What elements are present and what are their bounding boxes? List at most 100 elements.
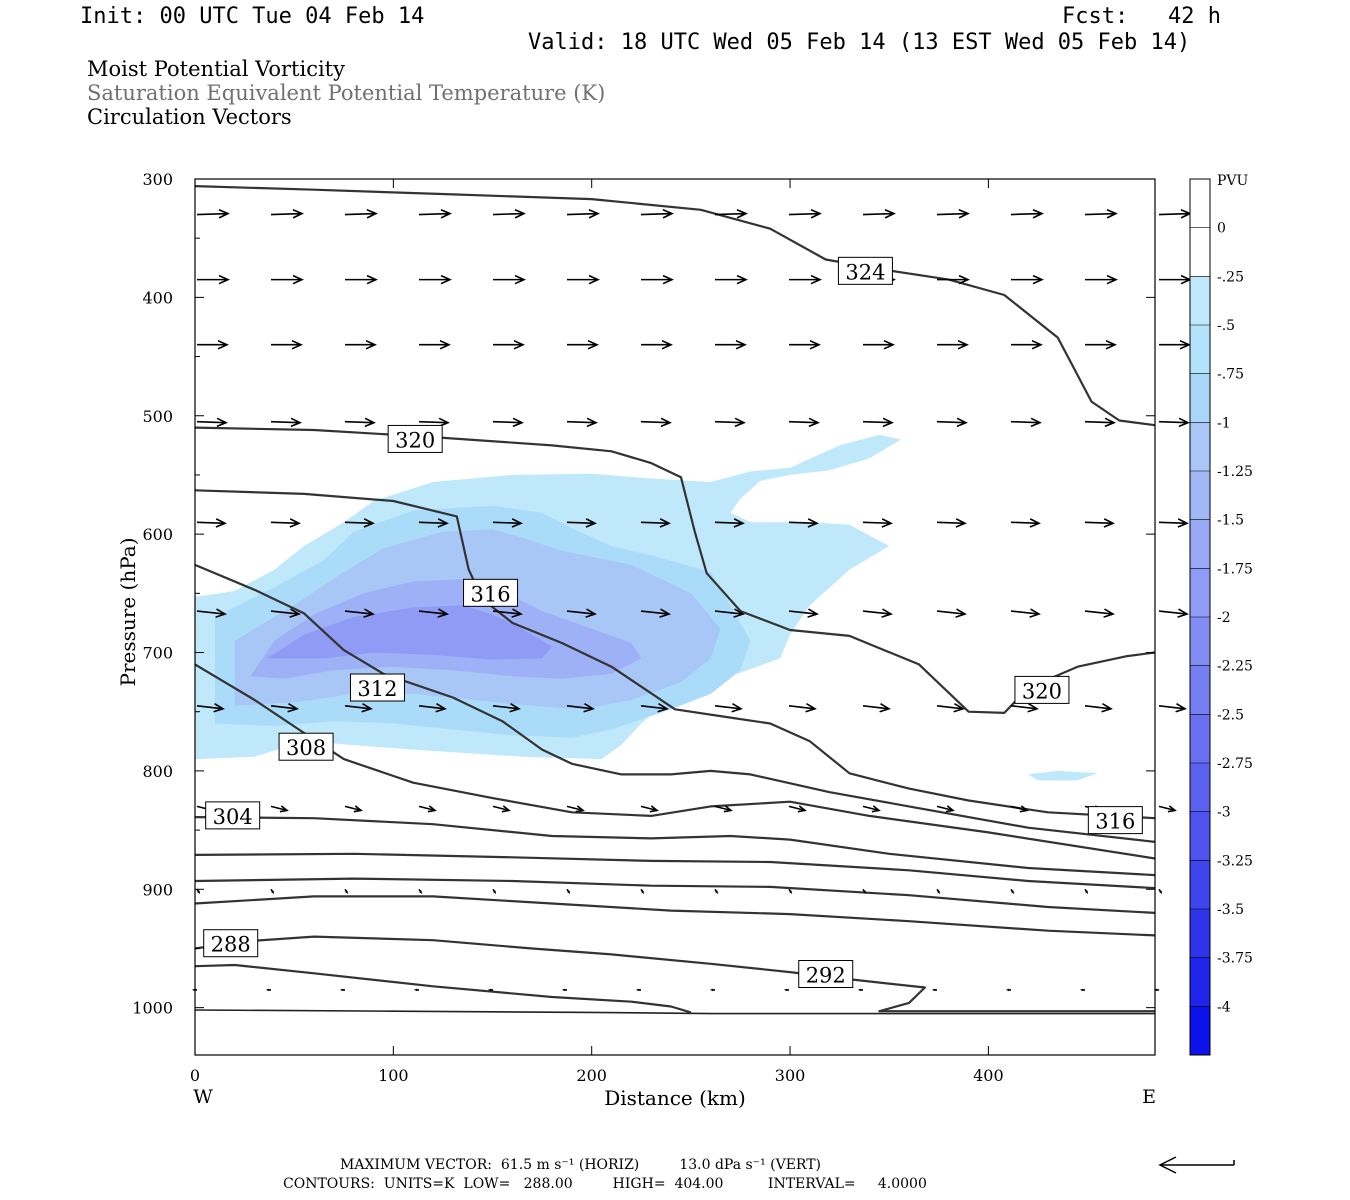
contours-info: CONTOURS: UNITS=K LOW= 288.00 HIGH= 404.… (283, 1176, 927, 1192)
vector-arrow (197, 274, 230, 285)
pv-shade-region-5 (1028, 770, 1098, 781)
colorbar-label: -4 (1217, 999, 1231, 1015)
vector-arrow (196, 703, 225, 713)
vector-arrow (271, 274, 304, 285)
vector-arrow (1010, 703, 1039, 713)
y-tick-label: 400 (142, 288, 173, 307)
vector-arrow (492, 608, 523, 618)
contour-label-box (205, 801, 261, 830)
vector-arrow (788, 608, 819, 618)
theta-es-contour-292-9 (194, 935, 1155, 1013)
contour-label-box (837, 256, 893, 285)
vector-arrow (789, 339, 821, 350)
vector-arrow (788, 888, 793, 894)
contour-label-box (463, 578, 519, 607)
vector-arrow (714, 417, 746, 428)
vector-arrow (936, 417, 968, 428)
field-label-mpv: Moist Potential Vorticity (87, 57, 345, 81)
colorbar-label: -3.25 (1217, 853, 1253, 869)
y-tick-label: 300 (142, 170, 173, 189)
vector-arrow (640, 703, 669, 713)
colorbar-swatch (1190, 909, 1210, 959)
vector-arrow (339, 988, 345, 992)
vector-arrow (492, 417, 524, 428)
vector-arrow (788, 417, 820, 428)
vector-arrow (788, 518, 819, 528)
vector-arrow (344, 805, 363, 813)
vector-arrow (641, 274, 674, 285)
y-tick-label: 900 (142, 880, 173, 899)
vector-arrow (419, 339, 451, 350)
vector-arrow (1010, 518, 1041, 528)
vector-arrow (344, 518, 375, 528)
forecast-hour: Fcst: 42 h (1062, 4, 1221, 29)
vector-arrow (709, 988, 715, 992)
colorbar-swatch (1190, 422, 1210, 472)
vector-arrow (566, 209, 600, 219)
colorbar-label: -1.25 (1217, 464, 1253, 480)
vector-arrow (265, 988, 271, 992)
field-label-thetaes: Saturation Equivalent Potential Temperat… (87, 81, 606, 105)
vector-arrow (418, 608, 449, 618)
vector-arrow (197, 339, 229, 350)
vector-arrow (413, 988, 419, 992)
colorbar-swatch (1190, 276, 1210, 326)
contour-label-316: 316 (1095, 810, 1135, 834)
y-tick-label: 500 (142, 407, 173, 426)
vector-arrow (1010, 209, 1044, 219)
contour-label-box (203, 929, 259, 958)
vector-arrow (345, 339, 377, 350)
vector-arrow (1084, 518, 1115, 528)
theta-es-contour-296-8 (194, 895, 1156, 937)
y-tick-label: 700 (142, 644, 173, 663)
contour-label-308: 308 (286, 736, 326, 760)
vector-arrow (936, 703, 965, 713)
vector-arrow (640, 417, 672, 428)
vector-arrow (418, 209, 452, 219)
theta-es-contour-312-3 (194, 563, 1156, 843)
colorbar-swatch (1190, 860, 1210, 910)
vector-arrow (1158, 888, 1163, 894)
vector-arrow (862, 888, 867, 894)
x-end-label-east: E (1142, 1086, 1156, 1108)
vector-arrow (344, 608, 375, 618)
theta-es-contour-304-5 (194, 816, 1156, 877)
vector-arrow (418, 518, 449, 528)
vector-arrow (714, 518, 745, 528)
vector-arrow (567, 339, 599, 350)
theta-es-contour-300-6 (194, 852, 1156, 890)
colorbar-swatch (1190, 811, 1210, 861)
colorbar-swatch (1190, 325, 1210, 375)
vector-arrow (862, 805, 881, 813)
vector-arrow (566, 608, 597, 618)
theta-es-contour-316-2 (194, 489, 1156, 820)
contour-label-292: 292 (806, 964, 846, 988)
vector-arrow (271, 339, 303, 350)
vector-arrow (1158, 703, 1187, 713)
vector-arrow (1084, 608, 1115, 618)
colorbar-label: -3.5 (1217, 902, 1244, 918)
vector-arrow (936, 805, 955, 813)
vector-arrow (857, 988, 863, 992)
vector-arrow (1010, 417, 1042, 428)
vector-arrow (931, 988, 937, 992)
vector-arrow (1158, 209, 1192, 219)
y-tick-label: 600 (142, 525, 173, 544)
vector-arrow (492, 888, 497, 894)
vector-arrow (345, 274, 378, 285)
vector-arrow (1158, 608, 1189, 618)
contour-label-324: 324 (845, 260, 885, 284)
contour-label-box (349, 673, 405, 702)
contour-label-box (278, 732, 334, 761)
vector-arrow (862, 608, 893, 618)
vector-arrow (566, 888, 571, 894)
contour-label-box (1087, 806, 1143, 835)
vector-arrow (715, 339, 747, 350)
contour-label-box (387, 424, 443, 453)
x-tick-label: 400 (973, 1066, 1004, 1085)
vector-arrow (1011, 339, 1043, 350)
vector-arrow (270, 209, 304, 219)
vector-arrow (1159, 274, 1192, 285)
colorbar-label: -2.5 (1217, 707, 1244, 723)
